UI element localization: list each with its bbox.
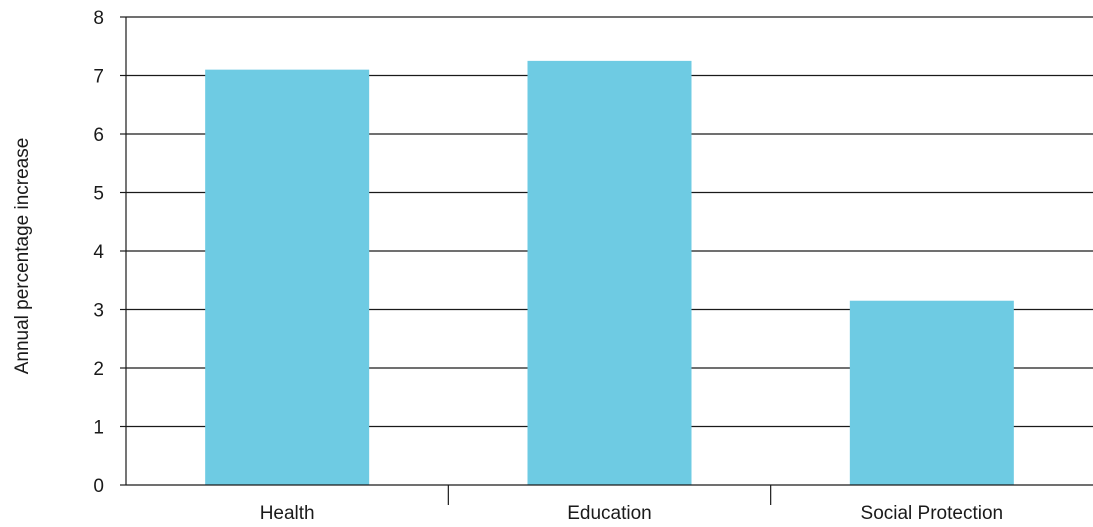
y-tick-label: 4: [93, 242, 104, 263]
y-tick-labels: 0 1 2 3 4 5 6 7 8: [93, 8, 104, 497]
y-tick-label: 7: [93, 67, 104, 88]
bar-education: [527, 60, 692, 485]
bar-social-protection: [849, 300, 1014, 485]
bar-health: [205, 69, 370, 486]
x-category-label: Social Protection: [861, 503, 1004, 524]
y-tick-label: 2: [93, 359, 104, 380]
x-category-labels: Health Education Social Protection: [260, 503, 1003, 524]
x-category-label: Health: [260, 503, 315, 524]
y-tick-label: 3: [93, 301, 104, 322]
x-category-label: Education: [567, 503, 652, 524]
y-tick-label: 8: [93, 8, 104, 29]
y-tick-label: 6: [93, 125, 104, 146]
bars: [205, 60, 1014, 486]
y-tick-label: 1: [93, 418, 104, 439]
axes: [120, 16, 1093, 505]
y-axis-title: Annual percentage increase: [12, 138, 33, 375]
y-tick-label: 5: [93, 184, 104, 205]
y-tick-label: 0: [93, 476, 104, 497]
